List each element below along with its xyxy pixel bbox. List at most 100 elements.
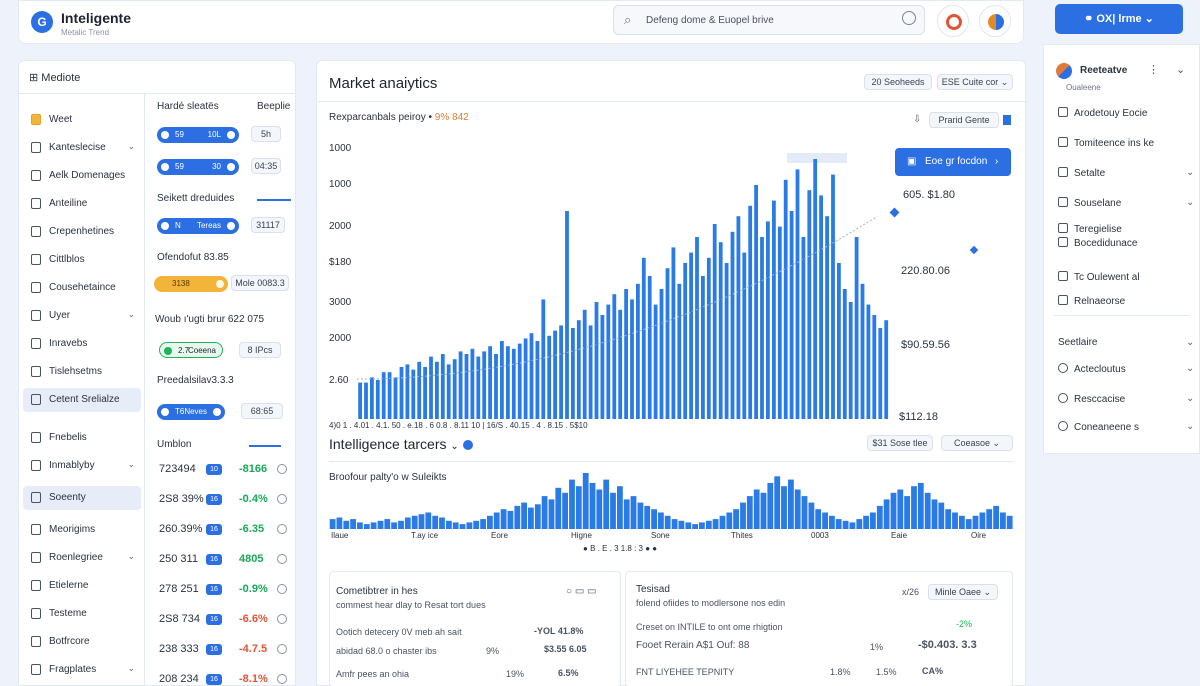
filter-button[interactable]: 20 Seoheeds	[864, 74, 932, 90]
chevron-down-icon[interactable]: ⌄	[1176, 64, 1186, 76]
dropdown-button[interactable]: ESE Cuite cor ⌄	[937, 74, 1013, 90]
table-row[interactable]: 208 234 16 -8.1%	[159, 671, 289, 686]
radio-icon[interactable]	[277, 494, 287, 504]
table-row[interactable]: 723494 10 -8166	[159, 461, 289, 479]
sidebar-item[interactable]: Tislehsetms	[23, 360, 141, 384]
sidebar-item[interactable]: Cousehetaince	[23, 276, 141, 300]
table-row[interactable]: 260.39% 16 -6.35	[159, 521, 289, 539]
right-nav-item[interactable]: Setalte ⌄	[1058, 167, 1194, 179]
sidebar-item[interactable]: Aelk Domenages	[23, 164, 141, 188]
table-row[interactable]: 250 311 16 4805	[159, 551, 289, 569]
bar	[931, 499, 938, 529]
table-row[interactable]: 278 251 16 -0.9%	[159, 581, 289, 599]
sidebar-item[interactable]: Testeme	[23, 602, 141, 626]
right-nav-item[interactable]: Arodetouy Eocie	[1058, 107, 1147, 119]
sidebar-item[interactable]: Inravebs	[23, 332, 141, 356]
table-row[interactable]: 238 333 16 -4.7.5	[159, 641, 289, 659]
sidebar-item[interactable]: Uyer ⌄	[23, 304, 141, 328]
right-nav-item[interactable]: Teregielise	[1058, 223, 1122, 235]
panel-icons[interactable]: ○ ▭ ▭	[566, 586, 597, 597]
bar	[733, 509, 739, 529]
right-nav-item[interactable]: Bocedidunace	[1058, 237, 1137, 249]
bookmark-icon[interactable]	[1003, 115, 1011, 125]
right-nav-item[interactable]: Souselane ⌄	[1058, 197, 1194, 209]
right-nav-item[interactable]: Tomiteence ins ke	[1058, 137, 1154, 149]
search-bar[interactable]: ⌕ Defeng dome & Euopel brive	[613, 5, 925, 35]
page-icon	[31, 338, 41, 349]
toggle-pill-1[interactable]: 59 10L	[157, 127, 239, 143]
sidebar-item[interactable]: Meorigims	[23, 518, 141, 542]
sidebar-item[interactable]: Inmablyby ⌄	[23, 454, 141, 478]
bar	[766, 221, 770, 419]
radio-icon[interactable]	[277, 584, 287, 594]
sidebar-item[interactable]: Weet	[23, 108, 141, 132]
sidebar-item[interactable]: Crepenhetines	[23, 220, 141, 244]
y-tick-label: $180	[329, 257, 352, 268]
bar	[559, 325, 563, 419]
bar	[439, 517, 445, 529]
warning-pill[interactable]: 3138	[154, 276, 228, 292]
radio-icon[interactable]	[277, 614, 287, 624]
more-icon[interactable]: ⋮	[1148, 64, 1159, 76]
sidebar-item[interactable]: Cetent Srelialze	[23, 388, 141, 412]
table-row[interactable]: 2S8 734 16 -6.6%	[159, 611, 289, 629]
bar	[651, 509, 657, 529]
avatar[interactable]	[1056, 63, 1072, 79]
bar	[699, 522, 705, 529]
toggle-pill-2[interactable]: 59 30	[157, 159, 239, 175]
folder-icon	[31, 114, 41, 125]
bar	[924, 492, 931, 529]
row-badge: 16	[206, 524, 222, 535]
radio-icon[interactable]	[277, 524, 287, 534]
page-icon	[1058, 167, 1068, 177]
row-percent: 1.5%	[876, 667, 897, 677]
bar	[740, 502, 746, 529]
value-chip-6: 68:65	[241, 403, 283, 419]
right-nav-item[interactable]: Resccacise ⌄	[1058, 393, 1194, 405]
status-pill[interactable]: 2.7 Coeena	[159, 342, 223, 358]
page-icon	[31, 198, 41, 209]
radio-icon[interactable]	[277, 464, 287, 474]
radio-icon[interactable]	[277, 674, 287, 684]
right-nav-item[interactable]: Relnaeorse	[1058, 295, 1125, 307]
radio-icon[interactable]	[277, 554, 287, 564]
sidebar-item[interactable]: Roenlegriee ⌄	[23, 546, 141, 570]
sidebar-item[interactable]: Anteiline	[23, 192, 141, 216]
bar	[482, 351, 487, 419]
sidebar-item[interactable]: Kanteslecise ⌄	[23, 136, 141, 160]
alert-button[interactable]	[937, 5, 969, 37]
sidebar-item[interactable]: Soeenty	[23, 486, 141, 510]
right-nav-item[interactable]: Tc Oulewent al	[1058, 271, 1140, 283]
page-icon	[1058, 237, 1068, 247]
right-value-2: 220.80.06	[901, 265, 950, 277]
bar	[781, 486, 787, 529]
toggle-pill-6[interactable]: T6 Neves	[157, 404, 225, 420]
radio-icon[interactable]	[277, 644, 287, 654]
action-button[interactable]: ▣ Eoe gr focdon ›	[895, 148, 1011, 176]
profile-button[interactable]	[979, 5, 1011, 37]
sidebar-item-label: Crepenhetines	[49, 226, 115, 237]
sidebar-item[interactable]: Fragplates ⌄	[23, 658, 141, 682]
section-chip-1[interactable]: $31 Sose tlee	[867, 435, 933, 451]
sidebar-item[interactable]: Botfrcore	[23, 630, 141, 654]
bar	[571, 328, 575, 419]
intelligence-bar-chart	[329, 473, 1013, 529]
panel-dropdown[interactable]: Minle Oaee ⌄	[928, 584, 998, 600]
chevron-down-icon: ⌄	[127, 141, 135, 151]
account-dropdown[interactable]: ⚭ OX| lrme ⌄	[1055, 4, 1183, 34]
user-status: Oualeene	[1066, 83, 1101, 92]
sidebar-item[interactable]: Fnebelis	[23, 426, 141, 450]
right-nav-item[interactable]: Coneaneene s ⌄	[1058, 421, 1194, 433]
sidebar-item[interactable]: Etielerne	[23, 574, 141, 598]
toolbar-chip[interactable]: Prarid Gente	[929, 112, 999, 128]
bar	[848, 302, 853, 419]
table-row[interactable]: 2S8 39% 16 -0.4%	[159, 491, 289, 509]
sidebar-item[interactable]: Cittlblos	[23, 248, 141, 272]
panel-title: Tesisad	[636, 584, 670, 595]
right-nav-item[interactable]: Actecloutus ⌄	[1058, 363, 1194, 375]
target-icon[interactable]	[902, 11, 916, 25]
bar	[748, 205, 753, 419]
section-dropdown[interactable]: Coeasoe ⌄	[941, 435, 1013, 451]
pin-icon[interactable]: ⇩	[913, 114, 922, 125]
toggle-pill-3[interactable]: N Tereas	[157, 218, 239, 234]
